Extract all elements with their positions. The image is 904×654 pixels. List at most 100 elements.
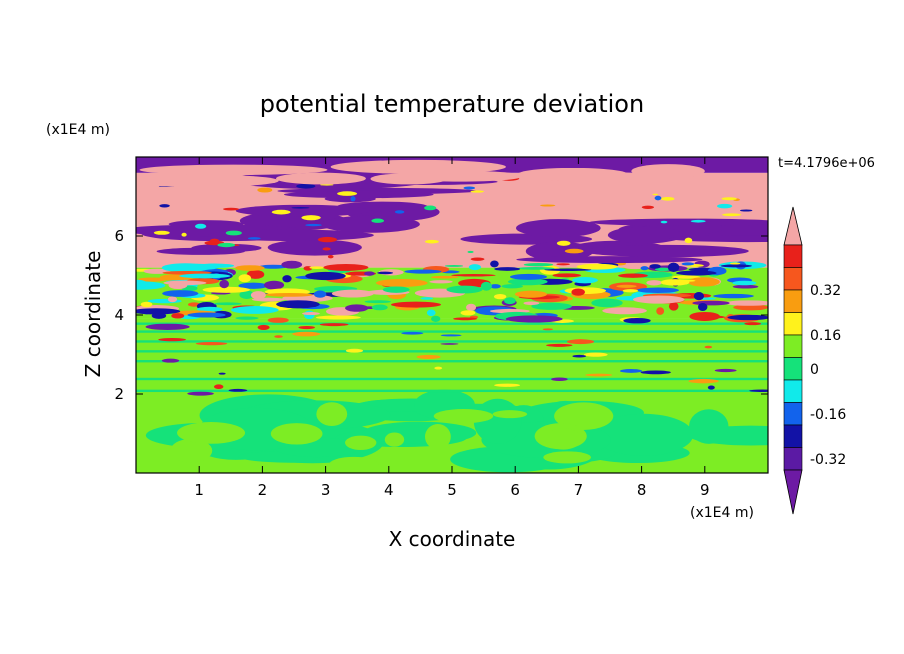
field-blob-upper xyxy=(652,193,659,196)
x-tick-label: 8 xyxy=(637,481,647,499)
field-blob-turbulent xyxy=(219,279,230,289)
field-blob-turbulent xyxy=(136,308,181,315)
colorbar-segment xyxy=(783,267,803,291)
field-blob-middle xyxy=(619,369,643,373)
field-stratum xyxy=(136,322,768,325)
field-blob-upper xyxy=(153,230,170,235)
field-blob-turbulent xyxy=(505,315,563,323)
field-blob-lower xyxy=(345,435,377,451)
field-blob-upper xyxy=(681,262,695,266)
field-blob-turbulent xyxy=(282,275,292,283)
field-blob-upper xyxy=(371,218,385,223)
field-blob-turbulent xyxy=(493,293,507,300)
field-blob-turbulent xyxy=(136,279,148,289)
field-blob-turbulent xyxy=(509,273,548,280)
field-blob-upper xyxy=(690,219,706,223)
colorbar-segment xyxy=(783,357,803,381)
y-tick-label: 2 xyxy=(114,385,124,403)
field-blob-turbulent xyxy=(523,301,540,305)
field-blob-upper xyxy=(283,190,434,199)
field-blob-lower xyxy=(424,424,451,450)
y-tick-label: 4 xyxy=(114,306,124,324)
field-blob-turbulent xyxy=(523,263,554,267)
field-blob-lower xyxy=(543,451,592,464)
field-blob-upper xyxy=(209,238,220,245)
y-axis-label: Z coordinate xyxy=(81,251,105,378)
field-blob-middle xyxy=(228,388,248,392)
field-blob-middle xyxy=(749,389,768,392)
x-tick-label: 9 xyxy=(700,481,710,499)
field-blob-turbulent xyxy=(490,260,499,268)
field-blob-middle xyxy=(158,337,186,342)
field-blob-middle xyxy=(187,391,214,396)
field-blob-turbulent xyxy=(727,314,768,321)
field-blob-turbulent xyxy=(375,279,428,287)
colorbar-label: -0.32 xyxy=(810,452,846,468)
field-blob-upper xyxy=(540,204,556,207)
field-blob-turbulent xyxy=(453,317,478,321)
field-blob-middle xyxy=(551,377,568,381)
field-blob-middle xyxy=(401,331,424,335)
field-blob-middle xyxy=(298,325,315,330)
field-blob-lower xyxy=(492,410,528,419)
field-blob-middle xyxy=(440,343,459,345)
field-blob-turbulent xyxy=(281,260,303,269)
field-blob-turbulent xyxy=(531,302,572,310)
field-blob-turbulent xyxy=(235,265,265,271)
x-axis-label: X coordinate xyxy=(389,527,516,551)
field-blob-turbulent xyxy=(145,323,190,331)
field-blob-upper xyxy=(669,235,768,243)
field-blob-turbulent xyxy=(671,275,701,279)
field-blob-upper xyxy=(463,186,476,190)
field-blob-turbulent xyxy=(238,282,268,289)
field-stratum xyxy=(136,340,768,343)
field-blob-upper xyxy=(191,243,262,253)
field-blob-turbulent xyxy=(693,292,705,301)
x-tick-label: 4 xyxy=(384,481,394,499)
field-blob-upper xyxy=(320,215,420,233)
field-blob-upper xyxy=(320,184,334,186)
field-blob-turbulent xyxy=(263,280,285,290)
field-blob-upper xyxy=(337,191,357,196)
field-blob-lower xyxy=(270,423,323,445)
field-blob-upper xyxy=(136,174,279,187)
field-blob-lower xyxy=(170,438,213,463)
field-blob-middle xyxy=(195,342,228,346)
field-blob-upper xyxy=(235,204,370,217)
field-blob-turbulent xyxy=(732,284,759,289)
field-blob-turbulent xyxy=(239,290,255,300)
field-blob-turbulent xyxy=(420,297,434,300)
field-blob-turbulent xyxy=(430,275,459,279)
field-blob-turbulent xyxy=(720,264,753,268)
field-stratum xyxy=(136,389,768,393)
field-blob-turbulent xyxy=(323,263,369,271)
colorbar-label: 0 xyxy=(810,362,819,378)
field-blob-upper xyxy=(470,257,485,261)
field-blob-middle xyxy=(319,323,349,327)
field-blob-turbulent xyxy=(692,300,730,306)
field-blob-upper xyxy=(729,262,741,265)
field-blob-lower xyxy=(594,413,694,456)
field-blob-upper xyxy=(247,237,261,240)
field-blob-turbulent xyxy=(514,290,547,298)
field-blob-lower xyxy=(473,398,522,444)
colorbar-segment xyxy=(783,244,803,268)
field-blob-upper xyxy=(641,205,655,209)
field-blob-turbulent xyxy=(564,287,607,295)
field-blob-upper xyxy=(516,256,703,264)
field-blob-turbulent xyxy=(431,315,441,322)
field-blob-upper xyxy=(684,237,693,244)
field-blob-lower xyxy=(433,409,494,424)
field-blob-turbulent xyxy=(468,264,481,271)
field-blob-middle xyxy=(546,343,573,347)
field-blob-upper xyxy=(516,219,601,238)
field-blob-turbulent xyxy=(331,289,374,298)
field-blob-turbulent xyxy=(733,304,768,311)
field-blob-upper xyxy=(159,204,170,208)
colorbar-segment xyxy=(783,447,803,471)
field-blob-lower xyxy=(554,402,614,430)
field-blob-middle xyxy=(585,373,613,377)
field-blob-turbulent xyxy=(460,310,476,316)
field-blob-upper xyxy=(225,230,242,236)
colorbar-segment xyxy=(783,424,803,448)
